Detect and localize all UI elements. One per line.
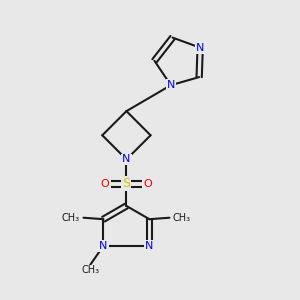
Text: N: N <box>99 241 108 251</box>
Text: CH₃: CH₃ <box>81 265 99 275</box>
Text: CH₃: CH₃ <box>62 213 80 223</box>
Text: N: N <box>196 43 204 53</box>
Text: CH₃: CH₃ <box>173 213 191 223</box>
Text: N: N <box>167 80 175 90</box>
Text: O: O <box>143 179 152 189</box>
Text: S: S <box>122 177 130 190</box>
Text: O: O <box>101 179 110 189</box>
Text: N: N <box>122 154 130 164</box>
Text: N: N <box>145 241 154 251</box>
